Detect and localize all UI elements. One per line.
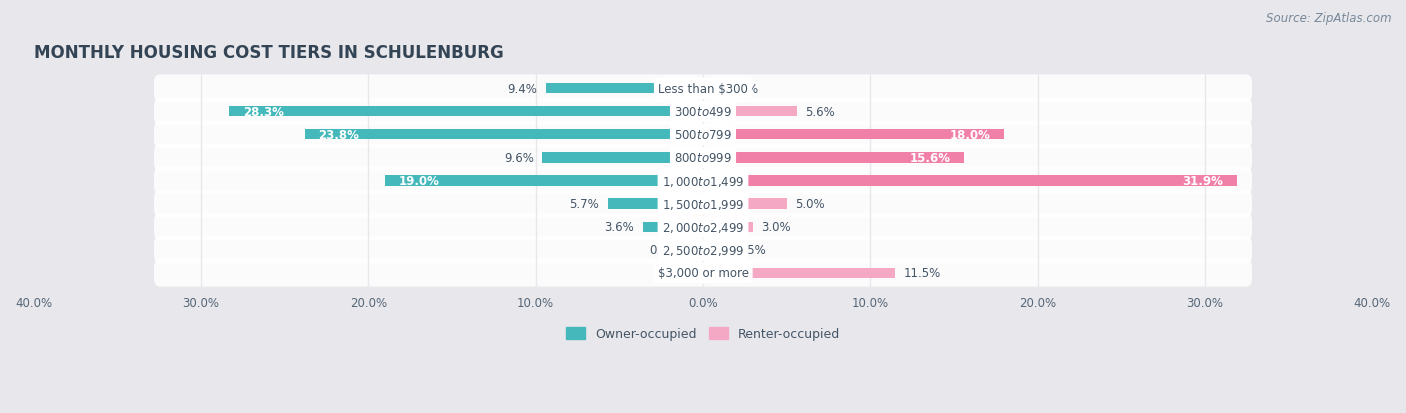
Legend: Owner-occupied, Renter-occupied: Owner-occupied, Renter-occupied <box>561 323 845 345</box>
FancyBboxPatch shape <box>155 144 1251 172</box>
Text: $2,000 to $2,499: $2,000 to $2,499 <box>662 220 744 234</box>
Bar <box>546 84 703 94</box>
Text: $500 to $799: $500 to $799 <box>673 128 733 142</box>
Text: Source: ZipAtlas.com: Source: ZipAtlas.com <box>1267 12 1392 25</box>
Text: 3.0%: 3.0% <box>762 221 792 234</box>
Text: $1,000 to $1,499: $1,000 to $1,499 <box>662 174 744 188</box>
FancyBboxPatch shape <box>155 121 1251 149</box>
FancyBboxPatch shape <box>155 259 1251 287</box>
Text: 15.6%: 15.6% <box>910 152 950 164</box>
Text: 18.0%: 18.0% <box>950 128 991 142</box>
Text: 19.0%: 19.0% <box>398 175 439 188</box>
FancyBboxPatch shape <box>155 167 1251 195</box>
FancyBboxPatch shape <box>155 75 1251 103</box>
Text: 1.5%: 1.5% <box>737 244 766 256</box>
Text: $300 to $499: $300 to $499 <box>673 105 733 119</box>
Text: 5.7%: 5.7% <box>569 197 599 211</box>
Text: 23.8%: 23.8% <box>318 128 359 142</box>
Text: 31.9%: 31.9% <box>1182 175 1223 188</box>
Text: 9.4%: 9.4% <box>508 83 537 95</box>
Text: 28.3%: 28.3% <box>243 105 284 119</box>
Text: $2,500 to $2,999: $2,500 to $2,999 <box>662 243 744 257</box>
Text: $800 to $999: $800 to $999 <box>673 152 733 164</box>
Text: 0.0%: 0.0% <box>665 267 695 280</box>
Bar <box>229 107 703 117</box>
Bar <box>703 107 797 117</box>
Text: 0.59%: 0.59% <box>721 83 758 95</box>
FancyBboxPatch shape <box>155 190 1251 218</box>
Bar <box>385 176 703 186</box>
Bar <box>703 153 965 163</box>
Bar <box>305 130 703 140</box>
Text: 0.53%: 0.53% <box>648 244 686 256</box>
Text: $1,500 to $1,999: $1,500 to $1,999 <box>662 197 744 211</box>
Text: 5.6%: 5.6% <box>806 105 835 119</box>
Bar <box>703 268 896 278</box>
Bar <box>695 245 703 255</box>
Bar <box>643 222 703 232</box>
Text: $3,000 or more: $3,000 or more <box>658 267 748 280</box>
Bar <box>543 153 703 163</box>
FancyBboxPatch shape <box>155 236 1251 264</box>
Text: 11.5%: 11.5% <box>904 267 941 280</box>
Text: 5.0%: 5.0% <box>794 197 825 211</box>
Text: 9.6%: 9.6% <box>505 152 534 164</box>
FancyBboxPatch shape <box>155 214 1251 241</box>
Bar <box>703 130 1004 140</box>
Bar <box>703 199 787 209</box>
Bar <box>703 84 713 94</box>
FancyBboxPatch shape <box>155 98 1251 126</box>
Text: 3.6%: 3.6% <box>605 221 634 234</box>
Bar <box>703 222 754 232</box>
Text: MONTHLY HOUSING COST TIERS IN SCHULENBURG: MONTHLY HOUSING COST TIERS IN SCHULENBUR… <box>34 44 503 62</box>
Bar <box>607 199 703 209</box>
Text: Less than $300: Less than $300 <box>658 83 748 95</box>
Bar <box>703 176 1237 186</box>
Bar <box>703 245 728 255</box>
